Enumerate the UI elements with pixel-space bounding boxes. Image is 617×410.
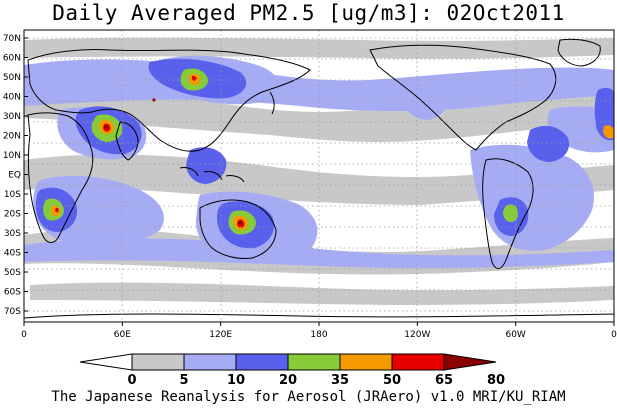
lon-label: 180 bbox=[310, 330, 327, 340]
latitude-axis: 70N 60N 50N 40N 30N 20N 10N EQ 10S 20S 30S 40S 50S 60… bbox=[3, 34, 28, 317]
lat-label: 20N bbox=[3, 132, 21, 142]
lat-label: 40S bbox=[4, 249, 21, 259]
graticule bbox=[24, 30, 614, 322]
lat-label: 10N bbox=[3, 151, 21, 161]
colorbar-label: 10 bbox=[227, 373, 245, 388]
longitude-axis: 0 60E 120E 180 120W 60W 0 bbox=[21, 322, 617, 340]
lat-label: 50S bbox=[4, 268, 21, 278]
colorbar-label: 20 bbox=[279, 373, 297, 388]
colorbar-swatch bbox=[391, 353, 445, 371]
colorbar-swatch bbox=[235, 353, 289, 371]
coastlines bbox=[24, 38, 614, 319]
data-source-caption: The Japanese Reanalysis for Aerosol (JRA… bbox=[51, 389, 566, 405]
lat-label: 50N bbox=[3, 73, 21, 83]
lon-label: 60E bbox=[114, 330, 131, 340]
colorbar-swatch bbox=[339, 353, 393, 371]
colorbar-label: 5 bbox=[179, 373, 188, 388]
colorbar: 0 5 10 20 35 50 65 80 bbox=[79, 353, 505, 388]
lon-label: 0 bbox=[611, 330, 617, 340]
lat-label: 20S bbox=[4, 210, 21, 220]
colorbar-label: 0 bbox=[127, 373, 136, 388]
colorbar-label: 80 bbox=[487, 373, 505, 388]
lat-label: 10S bbox=[4, 190, 21, 200]
lon-label: 120W bbox=[404, 330, 430, 340]
colorbar-label: 65 bbox=[435, 373, 453, 388]
lat-label: 60S bbox=[4, 288, 21, 298]
lat-label: 30N bbox=[3, 112, 21, 122]
lon-label: 0 bbox=[21, 330, 27, 340]
lon-label: 120E bbox=[209, 330, 232, 340]
colorbar-label: 35 bbox=[331, 373, 349, 388]
colorbar-label: 50 bbox=[383, 373, 401, 388]
lon-label: 60W bbox=[505, 330, 525, 340]
lat-label: 40N bbox=[3, 93, 21, 103]
lat-label: 70N bbox=[3, 34, 21, 44]
map-title: Daily Averaged PM2.5 [ug/m3]: 02Oct2011 bbox=[52, 1, 565, 25]
lat-label: 70S bbox=[4, 307, 21, 317]
colorbar-swatch bbox=[79, 353, 133, 371]
lat-label: EQ bbox=[8, 171, 21, 181]
map-field bbox=[24, 30, 614, 322]
colorbar-swatch bbox=[443, 353, 497, 371]
colorbar-swatch bbox=[131, 353, 185, 371]
colorbar-swatch bbox=[183, 353, 237, 371]
colorbar-swatch bbox=[287, 353, 341, 371]
lat-label: 60N bbox=[3, 54, 21, 64]
lat-label: 30S bbox=[4, 229, 21, 239]
